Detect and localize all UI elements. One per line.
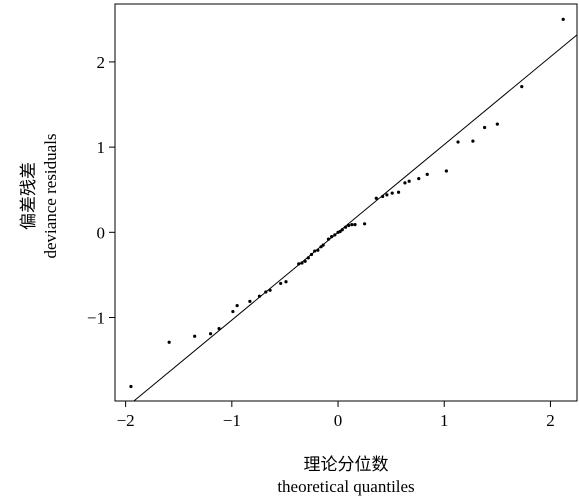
- data-point: [561, 17, 565, 21]
- data-point: [217, 326, 221, 331]
- x-axis-label-zh: 理论分位数: [304, 455, 389, 474]
- y-axis-label-zh: 偏差残差: [19, 162, 38, 230]
- data-point: [297, 262, 301, 266]
- data-point: [300, 261, 304, 265]
- y-tick-label: 2: [97, 53, 106, 72]
- data-point: [381, 194, 385, 199]
- y-tick-label: 1: [97, 138, 106, 157]
- data-point: [390, 191, 394, 195]
- data-point: [129, 384, 133, 389]
- data-point: [444, 169, 448, 173]
- data-point: [321, 243, 325, 247]
- data-point: [343, 225, 348, 229]
- data-point: [284, 280, 288, 284]
- data-point: [333, 233, 337, 237]
- data-point: [279, 281, 283, 286]
- x-tick-label: 0: [334, 411, 343, 430]
- data-point: [403, 181, 407, 185]
- data-point: [340, 228, 344, 232]
- data-point: [520, 85, 524, 89]
- data-point: [350, 223, 354, 227]
- data-point: [495, 122, 499, 126]
- data-point: [231, 309, 235, 314]
- data-point: [425, 172, 429, 176]
- y-tick-label: −1: [87, 309, 105, 328]
- y-axis-ticks: −1 0 1 2: [87, 53, 115, 328]
- data-point: [319, 245, 323, 249]
- x-tick-label: 2: [546, 411, 555, 430]
- data-point: [362, 222, 367, 226]
- data-point: [306, 256, 310, 260]
- data-point: [417, 177, 421, 181]
- data-point: [313, 249, 317, 253]
- data-point: [326, 237, 331, 241]
- data-point: [483, 125, 487, 130]
- x-axis-ticks: −2 −1 0 1 2: [117, 401, 555, 430]
- data-point: [396, 190, 401, 194]
- data-point: [353, 223, 357, 227]
- data-point: [456, 140, 460, 144]
- y-axis-label-en: deviance residuals: [41, 133, 60, 258]
- data-point: [264, 290, 268, 294]
- data-point: [257, 294, 262, 298]
- y-tick-label: 0: [97, 223, 106, 242]
- data-point: [374, 196, 378, 200]
- data-point: [235, 303, 239, 308]
- data-points: [129, 17, 565, 389]
- data-point: [316, 248, 320, 252]
- data-point: [248, 299, 252, 303]
- data-point: [208, 332, 213, 336]
- data-point: [407, 179, 411, 183]
- data-point: [347, 223, 351, 228]
- data-point: [385, 193, 389, 197]
- plot-frame: [114, 3, 578, 402]
- data-point: [330, 234, 334, 239]
- x-tick-label: −2: [117, 411, 135, 430]
- data-point: [309, 252, 314, 257]
- x-tick-label: −1: [223, 411, 241, 430]
- data-point: [303, 259, 307, 263]
- data-point: [167, 340, 171, 344]
- data-point: [338, 229, 342, 234]
- data-point: [268, 288, 272, 292]
- data-point: [471, 139, 475, 143]
- x-tick-label: 1: [440, 411, 449, 430]
- x-axis-label-en: theoretical quantiles: [277, 477, 414, 496]
- data-point: [193, 334, 197, 338]
